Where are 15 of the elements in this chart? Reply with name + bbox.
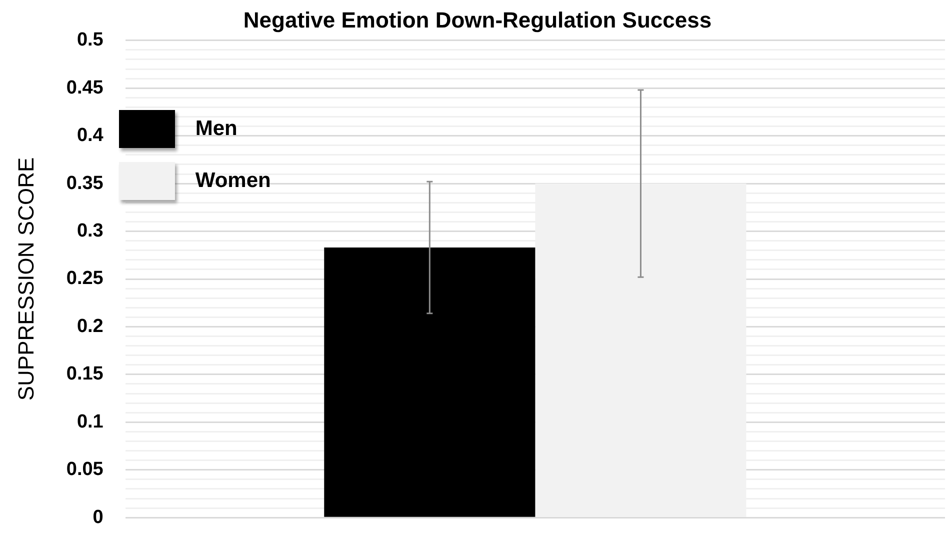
- y-axis-title: SUPPRESSION SCORE: [13, 157, 38, 401]
- y-tick-label: 0.15: [66, 364, 104, 385]
- y-tick-label: 0.2: [76, 316, 104, 337]
- y-tick-label: 0.5: [76, 30, 104, 51]
- y-tick-label: 0.05: [66, 459, 104, 480]
- chart-title: Negative Emotion Down-Regulation Success: [243, 7, 712, 32]
- y-tick-label: 0.45: [66, 77, 104, 98]
- y-tick-label: 0.25: [66, 268, 104, 290]
- y-tick-label: 0.35: [66, 172, 104, 194]
- y-tick-label: 0.1: [76, 411, 104, 432]
- legend-label: Women: [195, 169, 271, 194]
- y-tick-label: 0.4: [76, 125, 104, 146]
- y-tick-label: 0: [92, 506, 104, 528]
- legend-label: Men: [195, 117, 238, 142]
- y-tick-label: 0.3: [76, 220, 104, 242]
